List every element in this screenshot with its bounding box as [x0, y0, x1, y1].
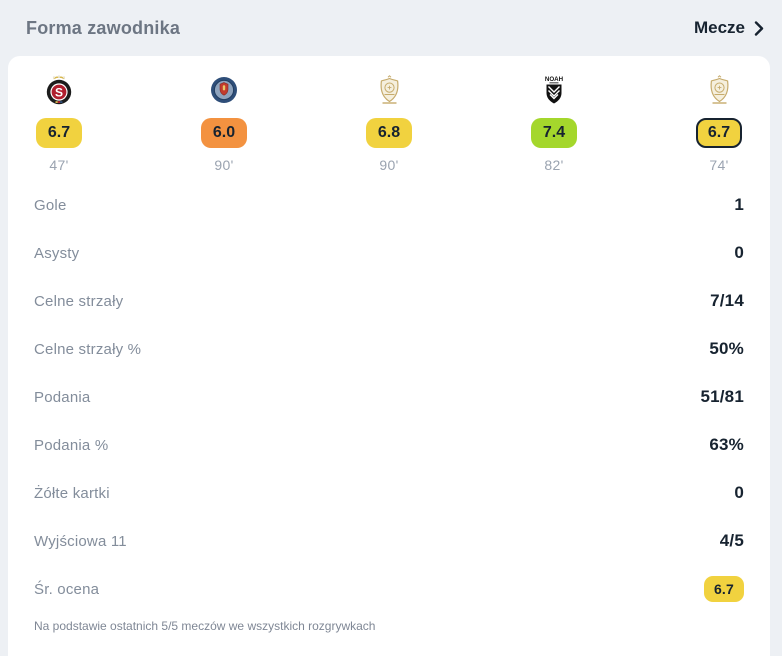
- matches-row: S 6.7 47' 6.0 90' 6.8 90' NOAH 7.4 82' 6…: [8, 74, 770, 173]
- stat-value: 4/5: [719, 531, 744, 550]
- sparta-crest-icon: S: [45, 74, 73, 106]
- rating-badge[interactable]: 6.0: [201, 118, 247, 148]
- stats-list: Gole 1 Asysty 0 Celne strzały 7/14 Celne…: [8, 181, 770, 613]
- stat-label: Celne strzały %: [34, 340, 142, 358]
- stat-label: Gole: [34, 196, 67, 214]
- stat-row: Asysty 0: [34, 229, 744, 277]
- stat-label: Wyjściowa 11: [34, 532, 127, 550]
- minutes-label: 47': [49, 157, 69, 173]
- minutes-label: 82': [544, 157, 564, 173]
- stat-row: Celne strzały % 50%: [34, 325, 744, 373]
- footer-note: Na podstawie ostatnich 5/5 meczów we wsz…: [34, 619, 376, 633]
- stat-row: Celne strzały 7/14: [34, 277, 744, 325]
- stat-value: 51/81: [700, 387, 744, 406]
- stat-label: Śr. ocena: [34, 580, 100, 598]
- stat-label: Żółte kartki: [34, 484, 110, 502]
- page-title: Forma zawodnika: [26, 17, 181, 38]
- match-column[interactable]: 6.7 74': [690, 74, 748, 173]
- rating-badge[interactable]: 6.8: [366, 118, 412, 148]
- match-column[interactable]: S 6.7 47': [30, 74, 88, 173]
- stat-row: Gole 1: [34, 181, 744, 229]
- stat-row: Podania 51/81: [34, 373, 744, 421]
- stat-value: 6.7: [703, 576, 744, 602]
- stat-value: 63%: [709, 435, 744, 454]
- matches-link[interactable]: Mecze: [694, 18, 764, 38]
- match-column[interactable]: NOAH 7.4 82': [525, 74, 583, 173]
- chevron-right-icon: [754, 20, 764, 36]
- gold-cup-crest-icon: [706, 74, 733, 106]
- stat-row: Wyjściowa 11 4/5: [34, 517, 744, 565]
- stat-row: Podania % 63%: [34, 421, 744, 469]
- stat-value: 0: [734, 483, 744, 502]
- minutes-label: 90': [214, 157, 234, 173]
- rating-badge[interactable]: 6.7: [36, 118, 82, 148]
- stat-value: 0: [734, 243, 744, 262]
- stat-row: Śr. ocena 6.7: [34, 565, 744, 613]
- match-column[interactable]: 6.0 90': [195, 74, 253, 173]
- player-form-card: S 6.7 47' 6.0 90' 6.8 90' NOAH 7.4 82' 6…: [8, 56, 770, 656]
- minutes-label: 74': [709, 157, 729, 173]
- stat-label: Podania: [34, 388, 91, 406]
- stat-value: 1: [734, 195, 744, 214]
- stat-value: 50%: [709, 339, 744, 358]
- matches-link-label: Mecze: [693, 18, 745, 37]
- match-column[interactable]: 6.8 90': [360, 74, 418, 173]
- gold-cup-crest-icon: [376, 74, 403, 106]
- noah-crest-icon: NOAH: [541, 74, 567, 106]
- stat-label: Celne strzały: [34, 292, 124, 310]
- stat-label: Asysty: [34, 244, 80, 262]
- stat-row: Żółte kartki 0: [34, 469, 744, 517]
- stat-label: Podania %: [34, 436, 109, 454]
- svg-text:S: S: [55, 85, 63, 99]
- stat-value: 7/14: [710, 291, 744, 310]
- rating-badge[interactable]: 7.4: [531, 118, 577, 148]
- rating-badge[interactable]: 6.7: [696, 118, 742, 148]
- widget-header: Forma zawodnika Mecze: [0, 0, 782, 56]
- svg-text:NOAH: NOAH: [545, 76, 564, 83]
- minutes-label: 90': [379, 157, 399, 173]
- blue-round-crest-icon: [210, 74, 238, 106]
